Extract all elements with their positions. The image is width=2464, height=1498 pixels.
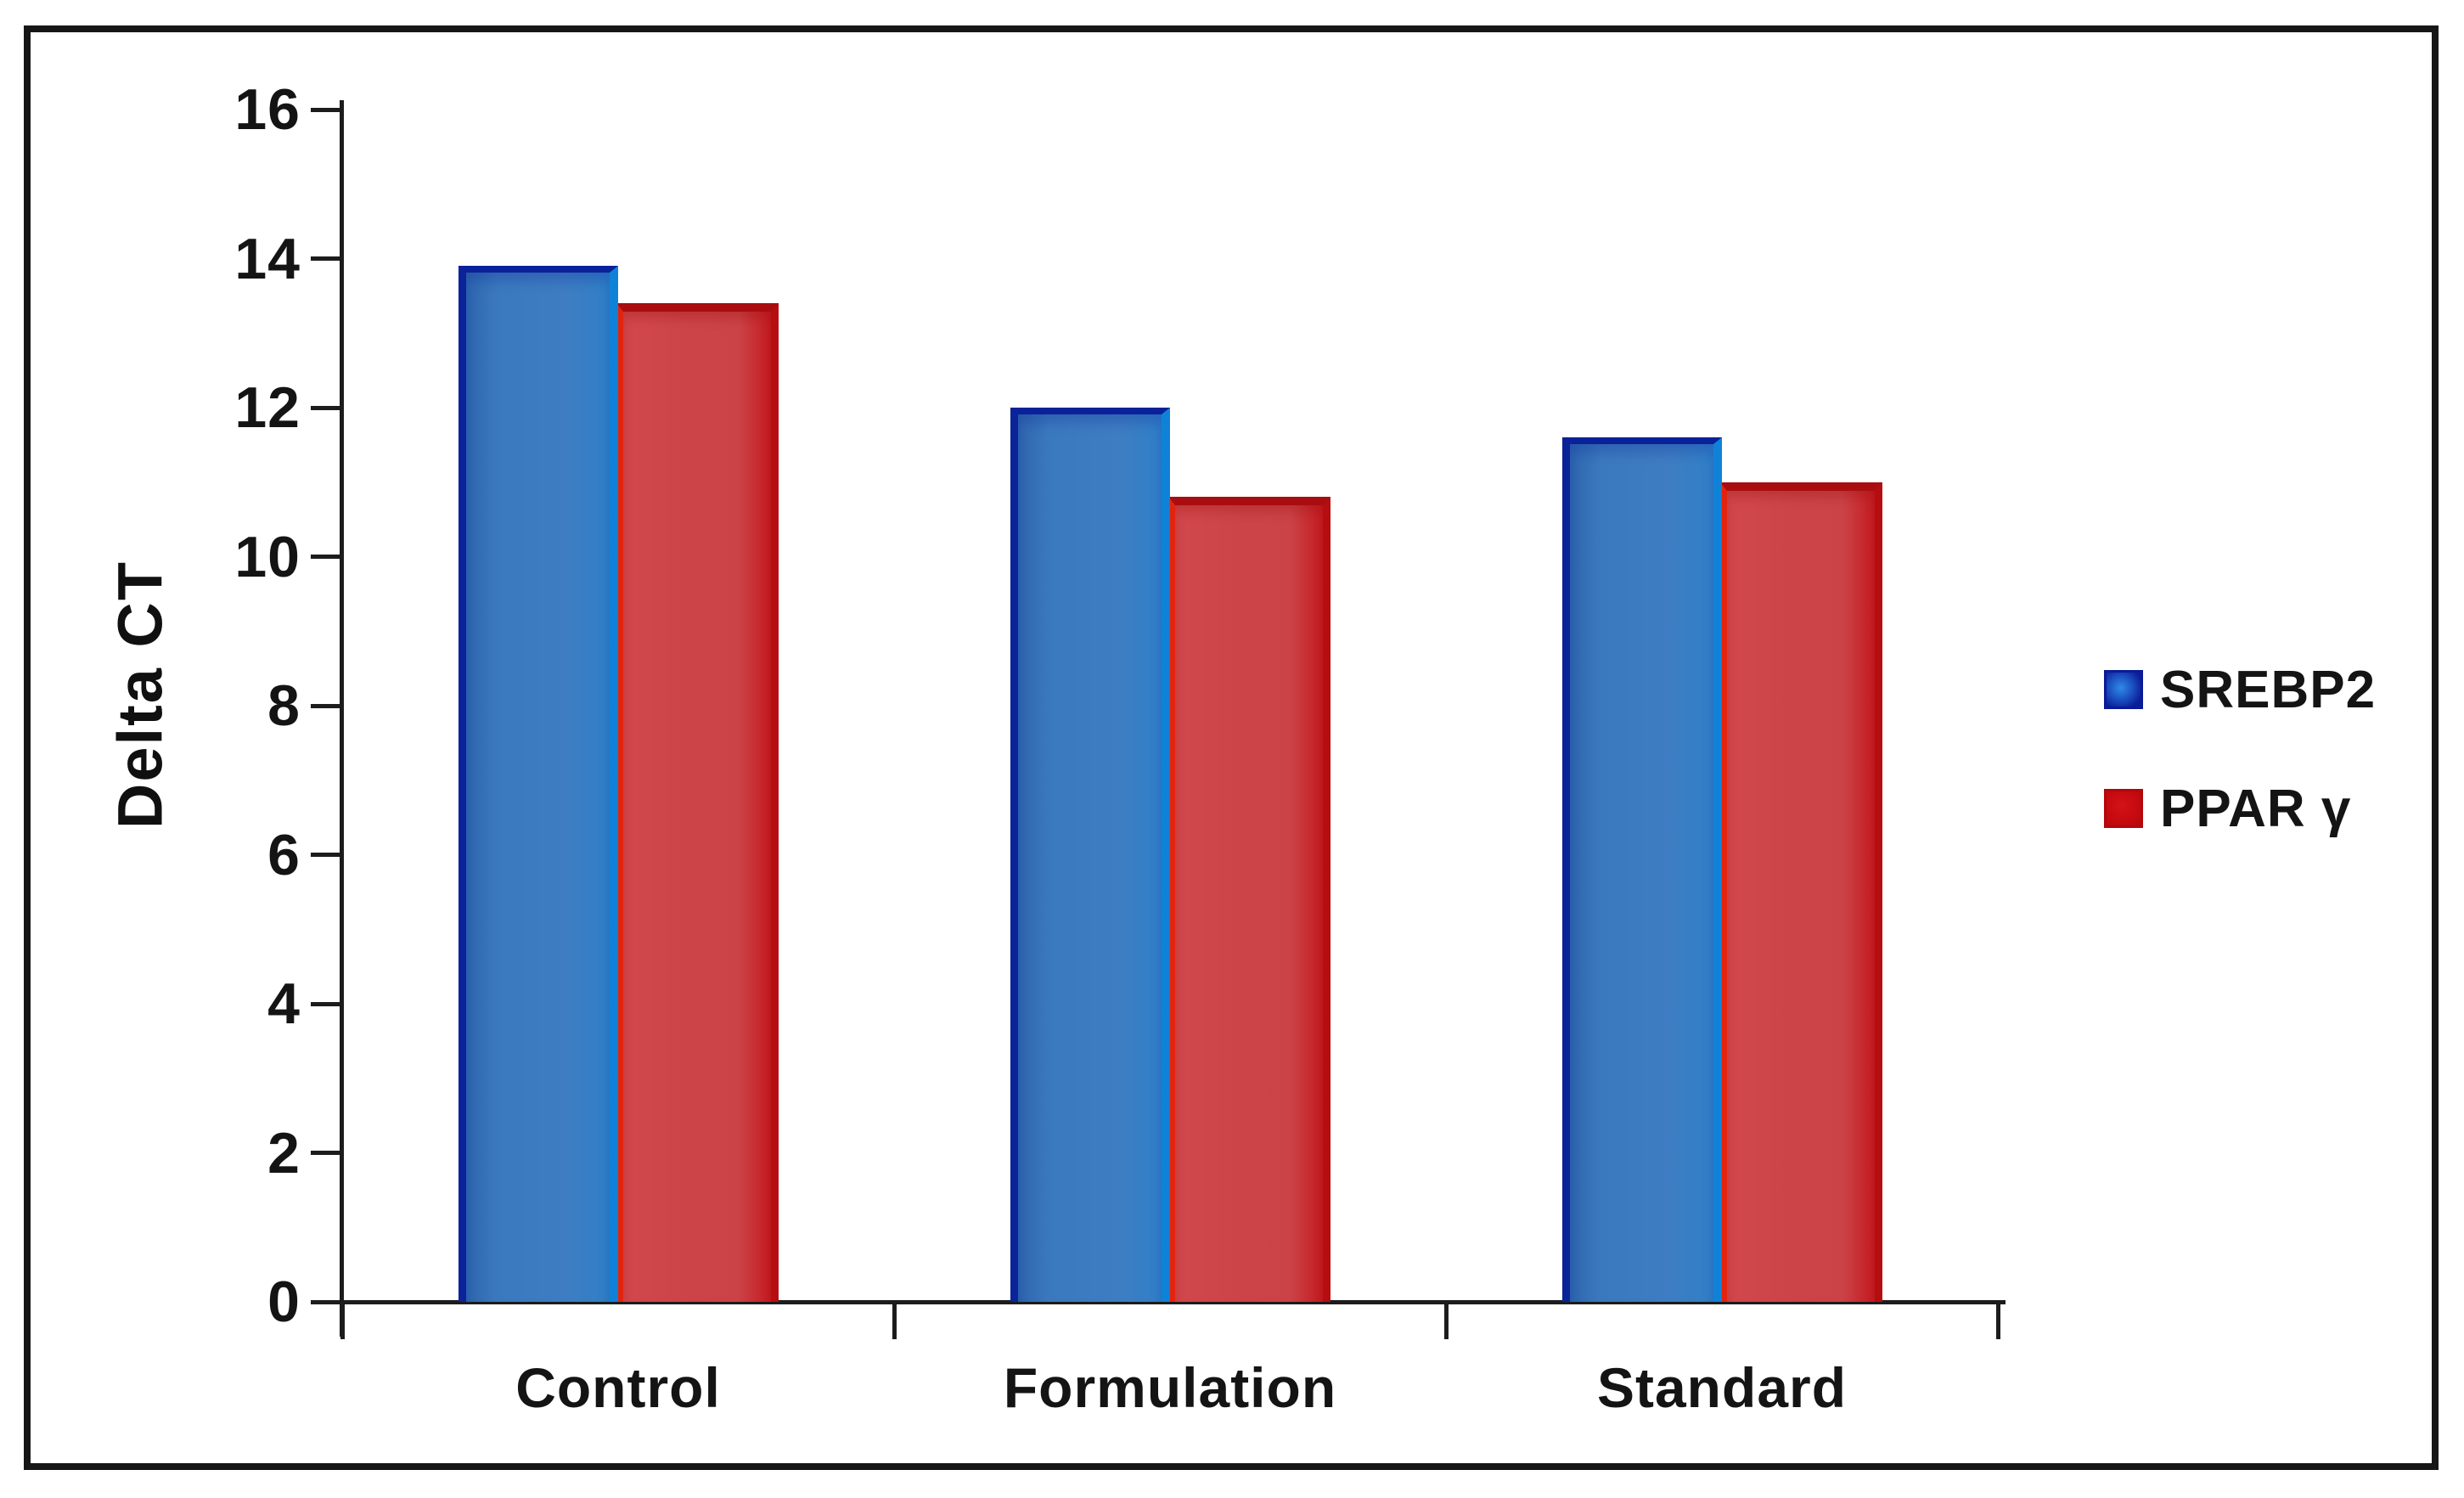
y-tick-label-0: 0 [267,1270,301,1334]
bar-srebp2-control [458,266,618,1302]
bar-srebp2-formulation [1010,408,1170,1302]
x-category-label-control: Control [515,1356,721,1419]
y-tick-label-10: 10 [234,524,301,589]
plot-area [342,110,1998,1302]
y-axis-line [340,100,344,1337]
x-category-label-standard: Standard [1596,1356,1848,1419]
y-tick-10 [311,555,342,559]
legend-label: SREBP2 [2160,660,2377,719]
y-tick-2 [311,1151,342,1155]
bar-pparγ-control [616,303,779,1302]
y-tick-16 [311,107,342,112]
y-tick-12 [311,405,342,410]
x-tick-0 [340,1302,345,1339]
y-tick-label-14: 14 [234,226,301,291]
y-tick-label-16: 16 [234,77,301,142]
x-category-label-formulation: Formulation [1003,1356,1337,1419]
legend-swatch-icon [2104,670,2143,709]
y-tick-label-4: 4 [267,971,301,1036]
y-tick-label-2: 2 [267,1120,301,1185]
legend-label: PPAR γ [2160,779,2352,838]
x-tick-2 [1443,1302,1449,1339]
x-tick-1 [892,1302,897,1339]
y-tick-8 [311,703,342,708]
y-tick-0 [311,1299,342,1304]
bar-pparγ-standard [1720,482,1882,1302]
legend-entry-pparγ: PPAR γ [2104,778,2351,839]
y-tick-6 [311,853,342,857]
y-tick-14 [311,256,342,261]
legend-entry-srebp2: SREBP2 [2104,659,2376,720]
bar-srebp2-standard [1562,437,1722,1302]
y-tick-label-6: 6 [267,822,301,887]
y-tick-label-8: 8 [267,673,301,738]
y-tick-label-12: 12 [234,375,301,440]
bar-pparγ-formulation [1168,497,1330,1302]
x-tick-3 [1995,1302,2000,1339]
x-axis-line [340,1300,2006,1304]
legend-swatch-icon [2104,789,2143,828]
y-tick-4 [311,1001,342,1006]
